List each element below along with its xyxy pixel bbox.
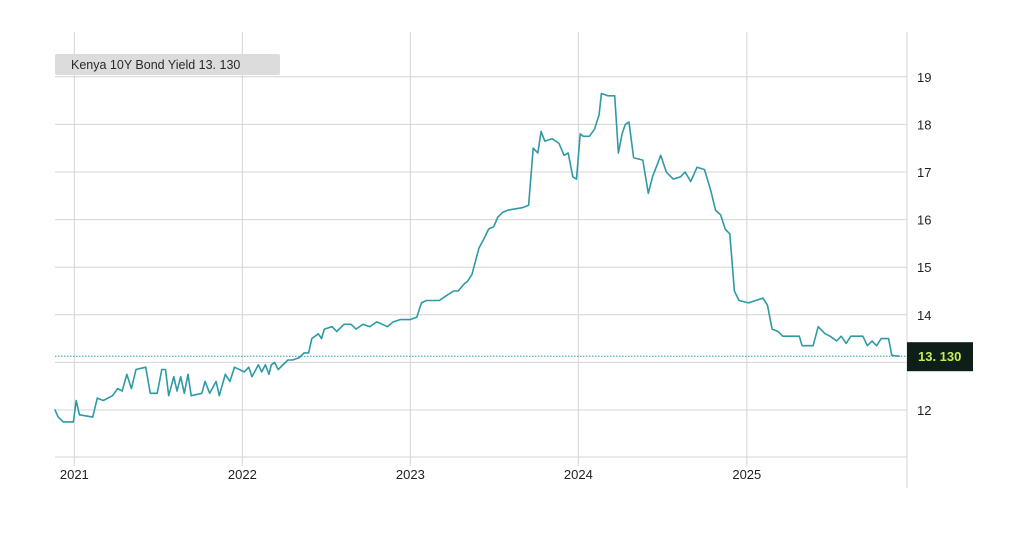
grid-layer <box>55 32 908 488</box>
x-tick-label: 2023 <box>396 467 425 482</box>
x-tick-label: 2022 <box>228 467 257 482</box>
y-tick-label: 15 <box>917 260 931 275</box>
x-tick-label: 2025 <box>732 467 761 482</box>
y-tick-label: 12 <box>917 403 931 418</box>
x-tick-label: 2024 <box>564 467 593 482</box>
y-tick-label: 19 <box>917 70 931 85</box>
y-tick-label: 17 <box>917 165 931 180</box>
series-layer <box>54 92 900 423</box>
badge-label: 13. 130 <box>918 349 961 364</box>
legend-label: Kenya 10Y Bond Yield 13. 130 <box>71 58 240 72</box>
series-line <box>54 92 900 423</box>
chart-legend: Kenya 10Y Bond Yield 13. 130 <box>55 54 280 75</box>
x-axis-ticks: 2021 2022 2023 2024 2025 <box>60 467 761 482</box>
last-value-badge: 13. 130 <box>907 342 973 372</box>
y-tick-label: 18 <box>917 117 931 132</box>
y-tick-label: 16 <box>917 213 931 228</box>
badge-background <box>907 342 973 372</box>
y-tick-label: 14 <box>917 308 931 323</box>
x-tick-label: 2021 <box>60 467 89 482</box>
legend-background <box>55 54 280 75</box>
